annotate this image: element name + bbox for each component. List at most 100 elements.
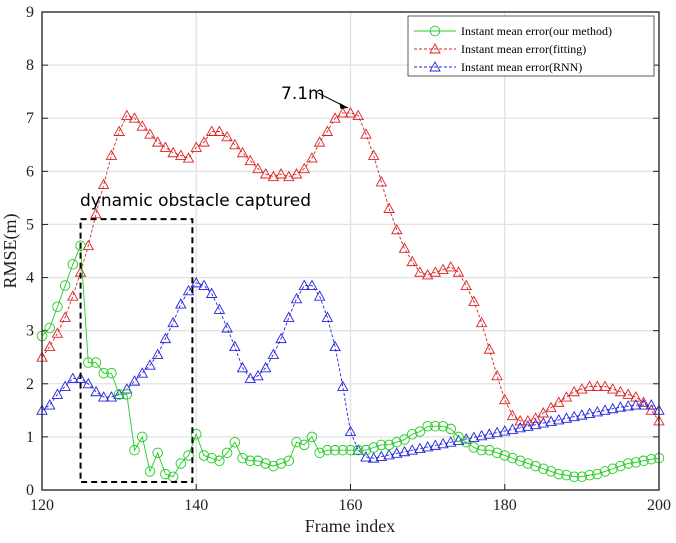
series-fitting-point	[491, 369, 503, 381]
series-rnn-point	[406, 444, 418, 455]
series-fitting-point	[498, 393, 511, 405]
series-rnn-point	[136, 367, 149, 378]
series-fitting-point	[43, 340, 56, 352]
series-ours-point	[345, 444, 356, 456]
legend-label: Instant mean error(RNN)	[461, 60, 582, 74]
arrow-head-icon	[339, 102, 349, 109]
series-ours-point	[75, 240, 86, 251]
series-rnn-point	[398, 445, 411, 457]
series-fitting-point	[59, 311, 71, 322]
series-ours-point	[83, 357, 94, 368]
series-fitting-point	[128, 112, 141, 123]
series-rnn-point	[105, 391, 118, 402]
series-ours-point	[530, 460, 541, 472]
series-ours-point	[214, 455, 225, 467]
series-ours-point	[399, 434, 410, 445]
series-rnn-point	[74, 372, 87, 383]
series-ours-point	[314, 447, 325, 459]
peak-annotation: 7.1m	[281, 84, 325, 104]
series-rnn-point	[344, 425, 357, 437]
series-ours-point	[376, 439, 387, 451]
series-rnn-point	[329, 340, 341, 352]
series-ours-point	[646, 453, 657, 465]
series-ours-point	[576, 471, 588, 482]
series-ours-point	[67, 259, 79, 270]
series-fitting-point	[198, 136, 210, 147]
series-rnn-point	[452, 434, 465, 446]
series-rnn-point	[182, 284, 195, 296]
series-fitting-point	[229, 138, 241, 150]
series-rnn-point	[375, 450, 388, 461]
series-fitting-point	[337, 106, 349, 118]
series-ours-point	[144, 466, 156, 477]
series-rnn-point	[159, 332, 172, 344]
series-rnn-point	[545, 415, 557, 426]
series-rnn-point	[599, 404, 611, 415]
series-fitting-point	[406, 255, 418, 267]
y-tick-label: 5	[26, 216, 34, 233]
series-ours-point	[584, 469, 595, 481]
series-ours-line	[41, 245, 660, 478]
x-tick-label: 180	[493, 497, 517, 514]
series-rnn-point	[43, 399, 56, 410]
series-rnn-point	[421, 441, 434, 452]
series-ours-point	[190, 428, 202, 440]
series-fitting-point	[252, 162, 264, 174]
y-tick-label: 0	[26, 482, 34, 499]
series-rnn-point	[506, 423, 519, 434]
series-fitting-point	[182, 152, 195, 163]
series-ours-point	[113, 389, 125, 400]
series-fitting-point	[506, 409, 519, 421]
series-rnn-point	[614, 401, 627, 412]
series-ours-point	[592, 468, 603, 480]
y-tick-label: 8	[26, 57, 34, 74]
series-fitting-point	[321, 125, 334, 136]
x-axis-label: Frame index	[305, 516, 395, 536]
series-fitting-point	[190, 141, 203, 152]
series-fitting-point	[468, 295, 480, 306]
series-fitting-point	[383, 202, 395, 213]
y-tick-label: 1	[26, 429, 34, 446]
series-rnn-point	[429, 439, 442, 450]
series-rnn-point	[560, 412, 573, 423]
series-ours-point	[599, 466, 611, 477]
series-ours-point	[52, 301, 63, 313]
series-rnn-point	[583, 407, 596, 418]
series-fitting-point	[475, 316, 488, 328]
series-fitting-point	[113, 125, 125, 136]
series-ours-point	[538, 463, 549, 475]
series-rnn-point	[437, 437, 449, 449]
series-fitting-point	[313, 136, 326, 147]
series-rnn-point	[637, 399, 650, 410]
series-fitting-point	[537, 407, 550, 418]
series-fitting-point	[136, 120, 149, 131]
series-fitting-point	[614, 385, 627, 397]
series-rnn-point	[167, 316, 179, 328]
grid	[41, 11, 660, 491]
tick-labels: 120 140 160 180 200 0 1 2 3 4 5 6 7 8 9	[26, 4, 671, 514]
series-rnn-point	[59, 380, 71, 391]
series-fitting-point	[360, 128, 372, 139]
series-fitting-point	[344, 106, 357, 118]
legend-point	[429, 43, 441, 54]
series-rnn-point	[337, 380, 349, 391]
series-rnn-point	[444, 436, 457, 447]
y-tick-label: 3	[26, 323, 34, 340]
series-rnn-point	[537, 417, 550, 428]
series-ours-point	[329, 444, 341, 456]
series-ours-point	[545, 466, 557, 477]
series-ours-point	[306, 431, 318, 443]
series-rnn-point	[591, 406, 604, 417]
series-fitting-point	[529, 412, 542, 423]
series-ours-point	[322, 444, 333, 456]
series-ours-point	[491, 447, 503, 459]
series-ours-point	[98, 367, 109, 379]
series-ours-point	[175, 458, 187, 469]
series-rnn-point	[321, 311, 334, 322]
y-tick-label: 4	[26, 270, 34, 287]
y-axis-label: RMSE(m)	[0, 213, 21, 288]
series-ours-point	[406, 428, 418, 440]
series-fitting-point	[591, 380, 604, 391]
series-fitting	[36, 106, 665, 426]
